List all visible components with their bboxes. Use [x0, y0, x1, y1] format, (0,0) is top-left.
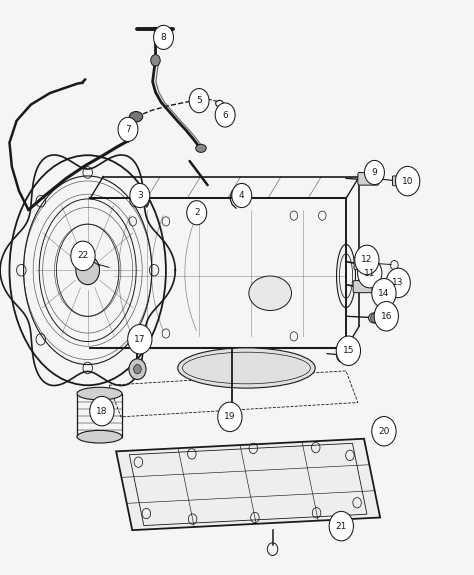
Ellipse shape: [129, 112, 143, 122]
FancyBboxPatch shape: [354, 257, 374, 270]
Text: 20: 20: [378, 427, 390, 436]
Circle shape: [215, 103, 235, 127]
Text: 2: 2: [194, 208, 200, 217]
Text: 4: 4: [239, 191, 245, 200]
Ellipse shape: [249, 276, 292, 310]
Circle shape: [372, 278, 396, 308]
Circle shape: [232, 183, 252, 208]
Text: 5: 5: [196, 96, 202, 105]
FancyBboxPatch shape: [392, 176, 409, 186]
Text: 15: 15: [343, 346, 354, 355]
Circle shape: [118, 117, 138, 141]
Circle shape: [365, 160, 384, 185]
Text: 22: 22: [77, 251, 89, 260]
Text: 21: 21: [336, 522, 347, 531]
Text: 3: 3: [137, 191, 143, 200]
FancyBboxPatch shape: [353, 281, 372, 293]
Text: 10: 10: [402, 177, 413, 186]
Circle shape: [386, 268, 410, 298]
Polygon shape: [116, 439, 380, 530]
Text: 7: 7: [125, 125, 131, 134]
Circle shape: [154, 25, 173, 49]
Circle shape: [218, 402, 242, 432]
Circle shape: [128, 324, 152, 354]
FancyBboxPatch shape: [358, 172, 379, 185]
Ellipse shape: [196, 144, 206, 152]
Circle shape: [151, 55, 160, 66]
Text: 18: 18: [96, 407, 108, 416]
Circle shape: [129, 359, 146, 380]
Circle shape: [130, 183, 150, 208]
Ellipse shape: [369, 313, 380, 323]
Circle shape: [71, 241, 95, 271]
Circle shape: [371, 313, 378, 323]
Text: 6: 6: [222, 110, 228, 120]
Circle shape: [90, 396, 114, 426]
Circle shape: [336, 336, 361, 366]
Circle shape: [329, 511, 354, 541]
Circle shape: [395, 166, 420, 196]
Text: 9: 9: [372, 168, 377, 177]
Ellipse shape: [77, 430, 122, 443]
Circle shape: [76, 256, 100, 285]
Circle shape: [374, 301, 399, 331]
Circle shape: [357, 258, 382, 288]
Circle shape: [372, 416, 396, 446]
Ellipse shape: [77, 388, 122, 400]
Circle shape: [189, 89, 209, 113]
Circle shape: [134, 365, 141, 374]
Ellipse shape: [178, 348, 315, 388]
Text: 8: 8: [161, 33, 166, 42]
Circle shape: [355, 245, 379, 275]
Text: 14: 14: [378, 289, 390, 298]
Text: 11: 11: [364, 269, 375, 278]
Circle shape: [187, 201, 207, 225]
Circle shape: [223, 114, 230, 122]
Text: 16: 16: [381, 312, 392, 321]
Text: 13: 13: [392, 278, 404, 288]
Text: 12: 12: [361, 255, 373, 264]
Text: 19: 19: [224, 412, 236, 421]
Text: 17: 17: [134, 335, 146, 344]
